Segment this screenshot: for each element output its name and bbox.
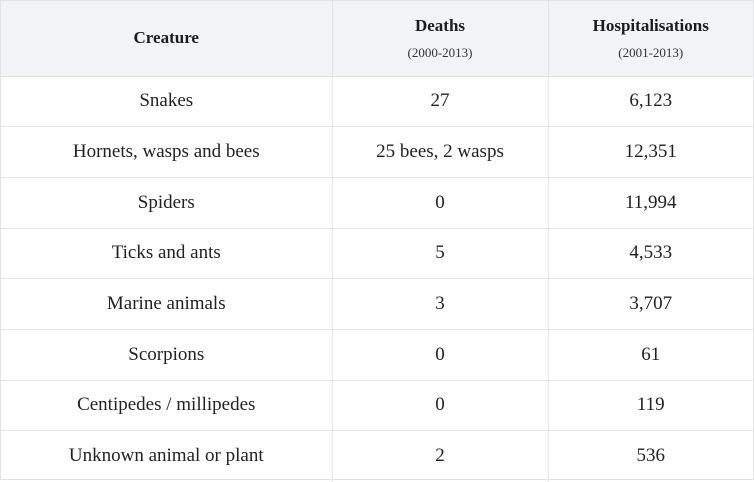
hospitalisations-cell: 61 (548, 329, 753, 381)
header-creature: Creature (1, 1, 333, 77)
table-row: Marine animals 3 3,707 (1, 278, 753, 330)
creature-cell: Snakes (1, 76, 333, 128)
table-row: Scorpions 0 61 (1, 329, 753, 381)
deaths-cell: 25 bees, 2 wasps (332, 126, 549, 178)
header-creature-label: Creature (133, 28, 199, 48)
table-row: Centipedes / millipedes 0 119 (1, 380, 753, 432)
hospitalisations-cell: 12,351 (548, 126, 753, 178)
hospitalisations-cell: 119 (548, 380, 753, 432)
table-row: Snakes 27 6,123 (1, 76, 753, 128)
hospitalisations-cell: 536 (636, 445, 666, 467)
header-deaths-period: (2000-2013) (407, 44, 473, 60)
hospitalisations-cell: 4,533 (548, 228, 753, 280)
table-row: Unknown animal or plant 2 536 (1, 430, 753, 482)
table-row: Spiders 0 11,994 (1, 177, 753, 229)
header-deaths: Deaths (2000-2013) (332, 1, 549, 77)
table-row: Ticks and ants 5 4,533 (1, 228, 753, 280)
header-deaths-label: Deaths (414, 15, 466, 35)
hospitalisations-cell: 6,123 (548, 76, 753, 128)
deaths-cell: 5 (332, 228, 549, 280)
creature-cell: Ticks and ants (1, 228, 333, 280)
header-hospitalisations: Hospitalisations (2001-2013) (548, 1, 753, 77)
creature-cell: Unknown animal or plant (1, 430, 333, 482)
creature-cell: Marine animals (1, 278, 333, 330)
deaths-cell: 0 (332, 329, 549, 381)
header-hospitalisations-period: (2001-2013) (618, 44, 684, 60)
creature-cell: Spiders (1, 177, 333, 229)
deaths-cell: 3 (332, 278, 549, 330)
table-body: Snakes 27 6,123 Hornets, wasps and bees … (1, 76, 753, 482)
table-header: Creature Deaths (2000-2013) Hospitalisat… (1, 1, 753, 77)
table-row: Hornets, wasps and bees 25 bees, 2 wasps… (1, 126, 753, 178)
header-hospitalisations-label: Hospitalisations (592, 15, 709, 35)
deaths-cell: 0 (332, 380, 549, 432)
creature-cell: Hornets, wasps and bees (1, 126, 333, 178)
hospitalisations-cell: 3,707 (548, 278, 753, 330)
deaths-cell: 27 (332, 76, 549, 128)
header-row: Creature Deaths (2000-2013) Hospitalisat… (1, 1, 753, 77)
creature-cell: Scorpions (1, 329, 333, 381)
deaths-cell: 2 (332, 430, 549, 482)
creature-cell: Centipedes / millipedes (1, 380, 333, 432)
deaths-cell: 0 (332, 177, 549, 229)
hospitalisations-cell: 11,994 (548, 177, 753, 229)
